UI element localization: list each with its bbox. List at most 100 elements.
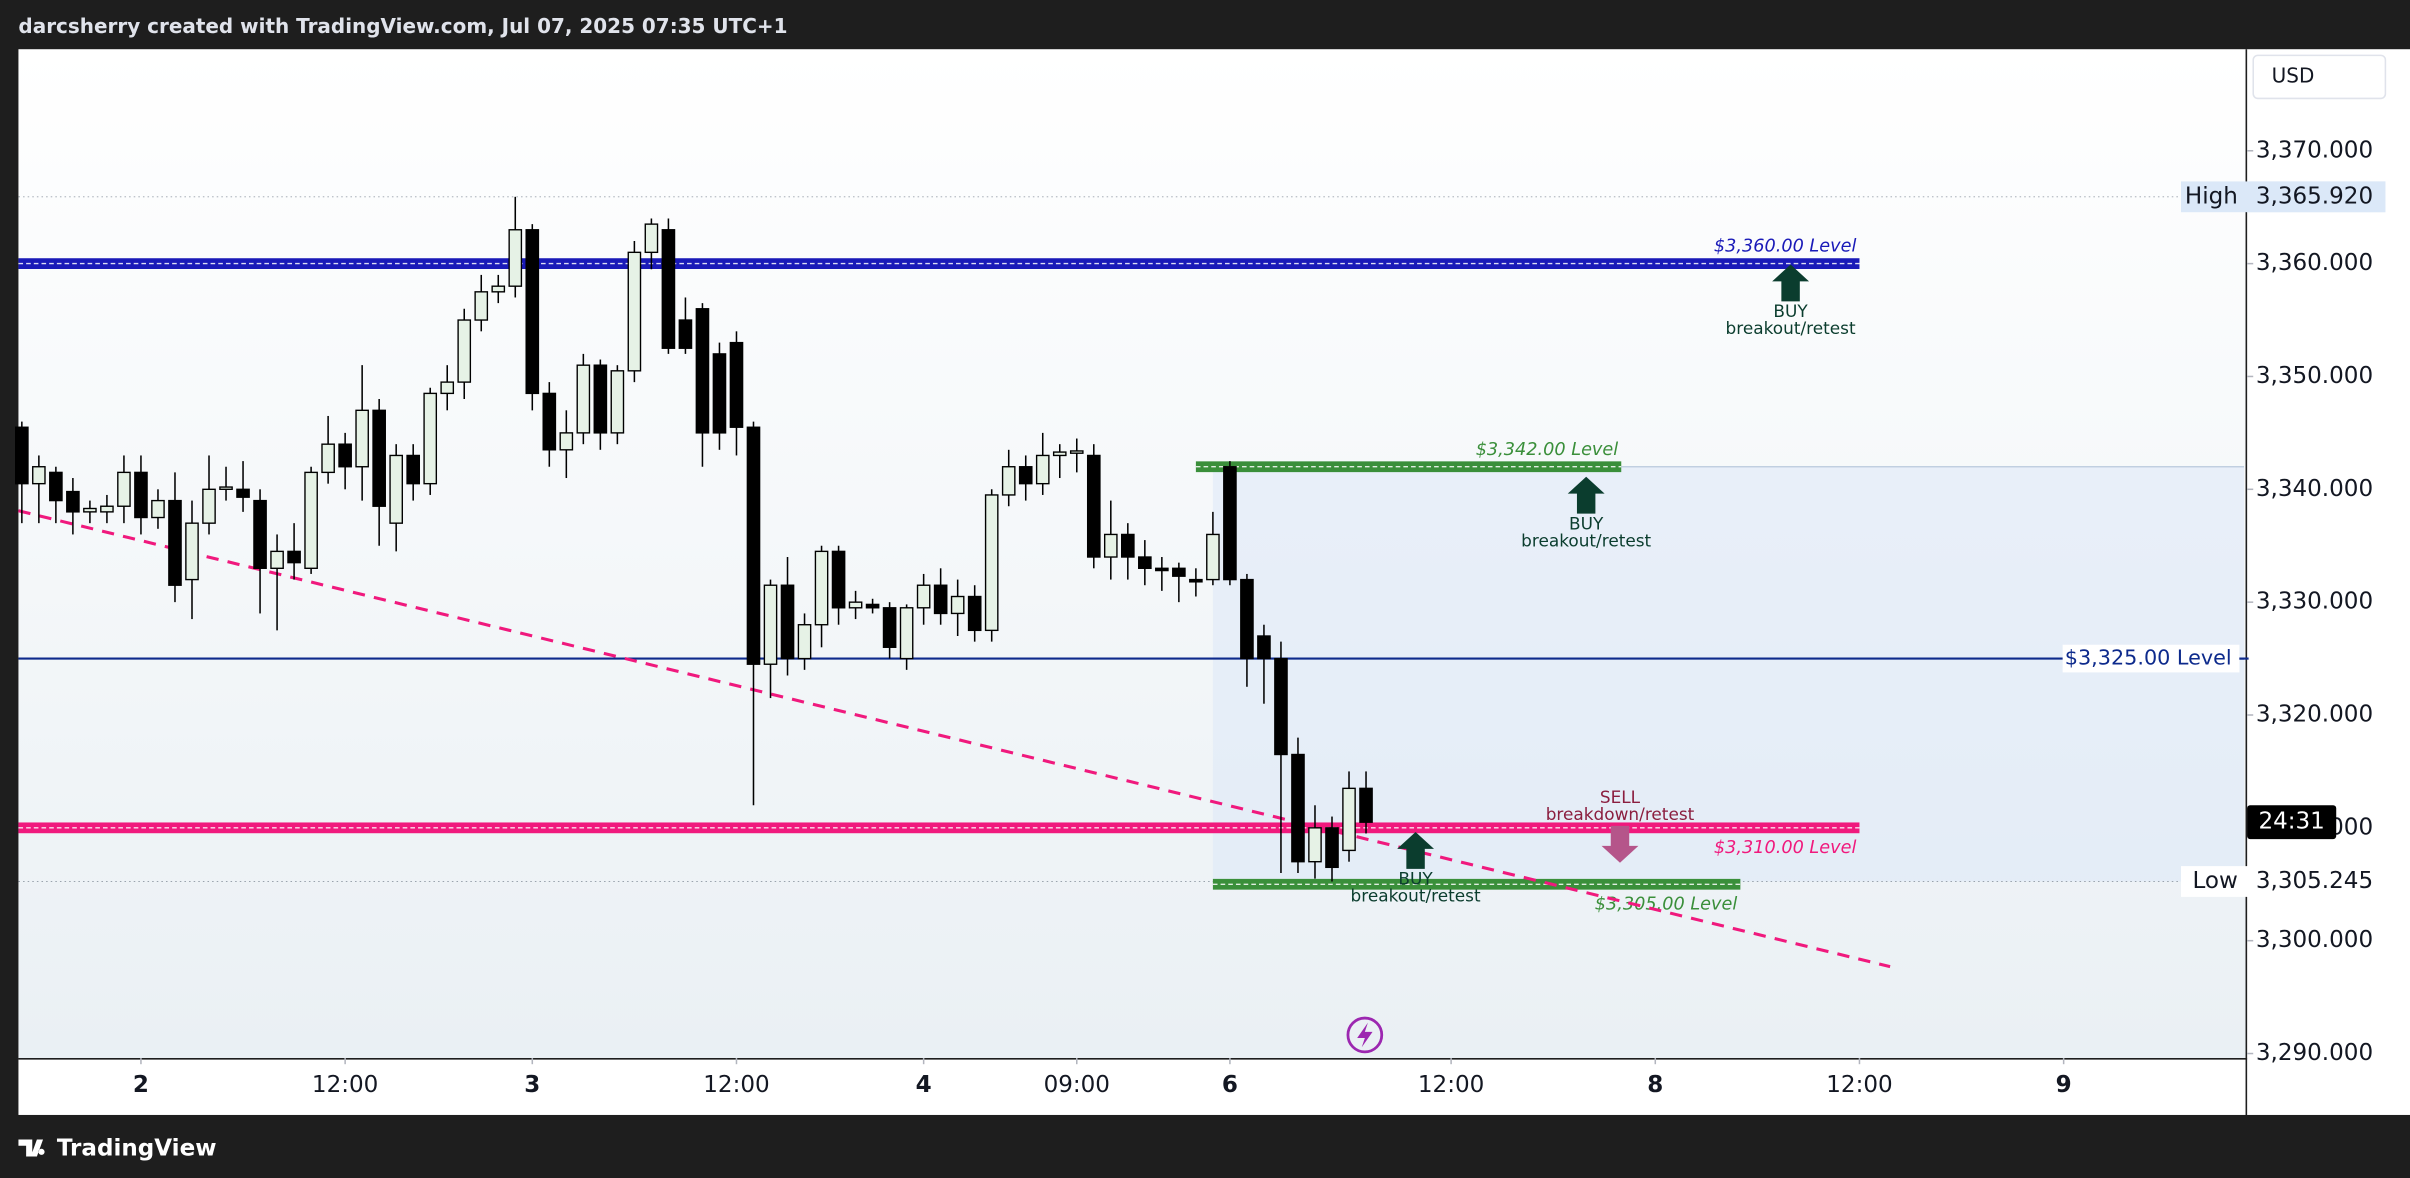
candle-body <box>1308 827 1322 863</box>
brand: TradingView <box>57 1135 217 1161</box>
candle-body <box>1274 657 1288 756</box>
annotation-sublabel: breakout/retest <box>1351 886 1481 906</box>
candle-body <box>746 426 761 665</box>
price-axis <box>2247 49 2410 1115</box>
candle-body <box>1103 533 1118 558</box>
annotation-label: BUY <box>1773 301 1808 321</box>
candle-body <box>882 607 897 648</box>
x-tick-label: 12:00 <box>1418 1072 1484 1098</box>
candle-body <box>1035 454 1050 485</box>
candle-body <box>542 392 557 451</box>
candle-body <box>185 522 199 581</box>
candle-body <box>338 443 352 468</box>
candle-body <box>1342 787 1356 852</box>
level-label: $3,325.00 Level <box>2065 646 2232 670</box>
candle-body <box>593 364 608 434</box>
brand-logo <box>18 1139 45 1157</box>
x-tick-label: 12:00 <box>1826 1072 1892 1098</box>
y-tick-label: 3,320.000 <box>2256 701 2373 727</box>
candle-body <box>1138 556 1152 569</box>
candle-body <box>66 490 80 513</box>
candle-body <box>1206 533 1220 581</box>
candle-body <box>372 409 386 507</box>
countdown-bg <box>2247 805 2337 840</box>
candle-body <box>1325 827 1339 869</box>
y-tick-label: 3,290.000 <box>2256 1040 2373 1066</box>
level-label: $3,342.00 Level <box>1476 440 1619 460</box>
candle-body <box>610 370 625 434</box>
candle-body <box>117 471 131 507</box>
level-band <box>1195 461 1622 473</box>
y-tick-label: 3,330.000 <box>2256 589 2373 615</box>
candle-body <box>474 291 489 321</box>
lightning-icon <box>1346 1016 1384 1054</box>
candle-body <box>984 494 999 632</box>
x-tick-label: 12:00 <box>703 1072 769 1098</box>
candle-body <box>899 607 914 660</box>
candle-body <box>151 499 165 519</box>
annotation-arrow <box>1772 264 1810 302</box>
level-band <box>18 822 1860 834</box>
attribution: darcsherry created with TradingView.com,… <box>18 14 787 38</box>
candle-body <box>457 319 472 383</box>
candle-body <box>1086 454 1101 558</box>
candle-body <box>134 471 148 519</box>
candle-body <box>848 601 863 609</box>
annotation-sublabel: breakout/retest <box>1726 318 1856 338</box>
y-tick-label: 3,300.000 <box>2256 927 2373 953</box>
high_marker-axis-value: 3,365.920 <box>2256 183 2373 209</box>
annotation-label: BUY <box>1569 513 1604 533</box>
annotation-label: BUY <box>1398 869 1433 889</box>
candle-body <box>202 488 216 524</box>
currency: USD <box>2272 63 2315 87</box>
candle-body <box>15 426 29 485</box>
candle-body <box>661 229 676 349</box>
low_marker-axis-bg <box>2247 866 2386 897</box>
candle-body <box>1223 466 1237 581</box>
candle-body <box>1359 787 1373 823</box>
time-axis <box>18 1058 2248 1115</box>
x-tick-label: 4 <box>916 1072 932 1098</box>
range-box <box>1212 466 2245 882</box>
annotation-sublabel: breakout/retest <box>1521 530 1651 550</box>
currency-box <box>2252 54 2387 100</box>
candle-body <box>916 584 931 609</box>
candle-body <box>1018 466 1033 485</box>
candle-body <box>440 381 455 395</box>
candle-body <box>729 341 744 428</box>
annotation-arrow <box>1567 476 1605 514</box>
countdown: 24:31 <box>2258 809 2324 835</box>
candle-body <box>525 229 540 395</box>
candle-body <box>423 392 438 485</box>
candle-body <box>270 550 284 569</box>
candle-body <box>287 550 301 564</box>
candle-body <box>780 584 795 660</box>
annotation-label: SELL <box>1600 787 1641 807</box>
candle-body <box>797 624 812 660</box>
candle-body <box>695 308 710 434</box>
candle-body <box>865 603 880 609</box>
candle-body <box>49 471 63 502</box>
candle-body <box>355 409 369 468</box>
candle-body <box>389 454 403 524</box>
candle-body <box>321 443 335 474</box>
candle-body <box>1172 567 1186 577</box>
candle-body <box>967 595 982 632</box>
candle-body <box>644 223 659 254</box>
candle-body <box>831 550 846 609</box>
candle-body <box>933 584 948 615</box>
candle-body <box>491 285 506 293</box>
y-tick-label: 3,370.000 <box>2256 137 2373 163</box>
candle-body <box>763 584 778 665</box>
annotation-arrow <box>1601 825 1639 863</box>
candle-body <box>627 251 642 372</box>
x-tick-label: 3 <box>524 1072 540 1098</box>
candle-body <box>406 454 421 485</box>
candle-body <box>1121 533 1135 558</box>
candle-body <box>1189 578 1203 583</box>
y-tick-label: 3,360.000 <box>2256 250 2373 276</box>
x-tick-label: 6 <box>1222 1072 1238 1098</box>
level-label-bg <box>2062 644 2240 673</box>
level-label: $3,360.00 Level <box>1714 237 1857 257</box>
candle-body <box>559 432 574 451</box>
